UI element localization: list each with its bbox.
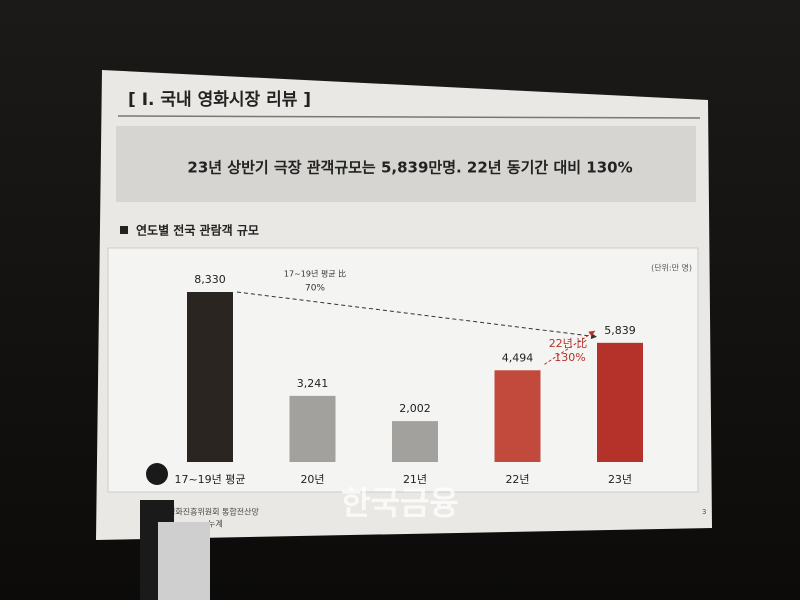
annotation: 17~19년 평균 比 bbox=[284, 269, 346, 279]
bar bbox=[494, 370, 541, 462]
x-tick-label: 23년 bbox=[608, 473, 632, 486]
headline-box bbox=[116, 126, 696, 202]
page-number: 3 bbox=[702, 508, 706, 516]
bullet bbox=[120, 226, 128, 234]
bar bbox=[597, 342, 643, 462]
annotation: 22년 比 bbox=[549, 337, 588, 350]
source: 영화진흥위원회 통합전산망 bbox=[168, 507, 260, 517]
value-label: 2,002 bbox=[399, 402, 431, 415]
chart-title: 연도별 전국 관람객 규모 bbox=[136, 223, 259, 238]
headline: 23년 상반기 극장 관객규모는 5,839만명. 22년 동기간 대비 130… bbox=[187, 159, 632, 177]
plot: 8,330 17~19년 평균 3,241 20년 2,002 21년 4,494 22년 5,… bbox=[174, 269, 643, 486]
value-label: 5,839 bbox=[604, 324, 636, 337]
value-label: 8,330 bbox=[194, 273, 226, 286]
podium bbox=[158, 522, 210, 600]
value-label: 4,494 bbox=[502, 351, 534, 364]
x-tick-label: 17~19년 평균 bbox=[174, 473, 245, 486]
annotation: 130% bbox=[554, 351, 585, 364]
x-tick-label: 20년 bbox=[300, 473, 324, 486]
bar bbox=[187, 292, 233, 462]
source-note: 누계 bbox=[208, 519, 223, 529]
section-title: [ I. 국내 영화시장 리뷰 ] bbox=[128, 90, 311, 110]
bar bbox=[289, 395, 336, 462]
bar bbox=[392, 421, 438, 462]
annotation: 70% bbox=[305, 284, 325, 294]
value-label: 3,241 bbox=[297, 377, 329, 390]
trend-arrow bbox=[236, 291, 598, 340]
yoy-arrow bbox=[544, 330, 596, 365]
divider bbox=[117, 115, 701, 119]
x-tick-label: 22년 bbox=[505, 473, 529, 486]
unit: (단위:만 명) bbox=[651, 263, 692, 273]
presenter-head bbox=[146, 463, 168, 485]
watermark: 한국금융 bbox=[341, 484, 459, 522]
x-tick-label: 21년 bbox=[403, 473, 427, 486]
